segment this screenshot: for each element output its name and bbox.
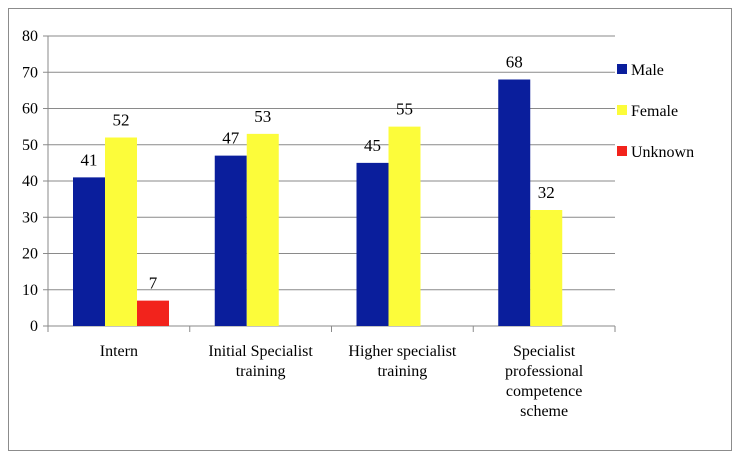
data-label: 53	[254, 107, 271, 126]
x-category-label: Initial Specialist training	[208, 343, 313, 380]
bar-unknown	[137, 300, 169, 326]
legend-swatch-female	[617, 105, 627, 115]
y-tick-label: 30	[22, 209, 38, 226]
y-tick-label: 0	[30, 318, 38, 335]
x-category-label: Specialist professional competence scheme	[505, 343, 584, 420]
y-tick-label: 80	[22, 28, 38, 45]
legend-swatch-unknown	[617, 146, 627, 156]
bar-female	[105, 137, 137, 326]
x-category-label: Higher specialist training	[348, 343, 457, 380]
y-tick-label: 20	[22, 246, 38, 263]
x-category-label: Intern	[100, 343, 138, 360]
y-tick-label: 10	[22, 282, 38, 299]
data-label: 68	[506, 53, 523, 72]
bar-male	[73, 177, 105, 326]
y-tick-label: 40	[22, 173, 38, 190]
legend-label-female: Female	[631, 103, 678, 120]
bar-male	[214, 155, 247, 326]
bar-female	[246, 133, 279, 326]
y-tick-label: 60	[22, 101, 38, 118]
y-tick-label: 50	[22, 137, 38, 154]
y-tick-label: 70	[22, 64, 38, 81]
legend-swatch-male	[617, 64, 627, 74]
bar-female	[530, 210, 563, 326]
data-label: 41	[81, 150, 98, 169]
bar-male	[356, 162, 389, 326]
data-label: 55	[396, 100, 413, 119]
data-label: 45	[364, 136, 381, 155]
bar-male	[498, 79, 531, 326]
data-label: 52	[113, 111, 130, 130]
bar-female	[388, 126, 421, 326]
data-label: 7	[149, 274, 158, 293]
legend-label-male: Male	[631, 62, 664, 79]
data-label: 32	[538, 183, 555, 202]
legend-label-unknown: Unknown	[631, 144, 694, 161]
data-label: 47	[222, 129, 240, 148]
